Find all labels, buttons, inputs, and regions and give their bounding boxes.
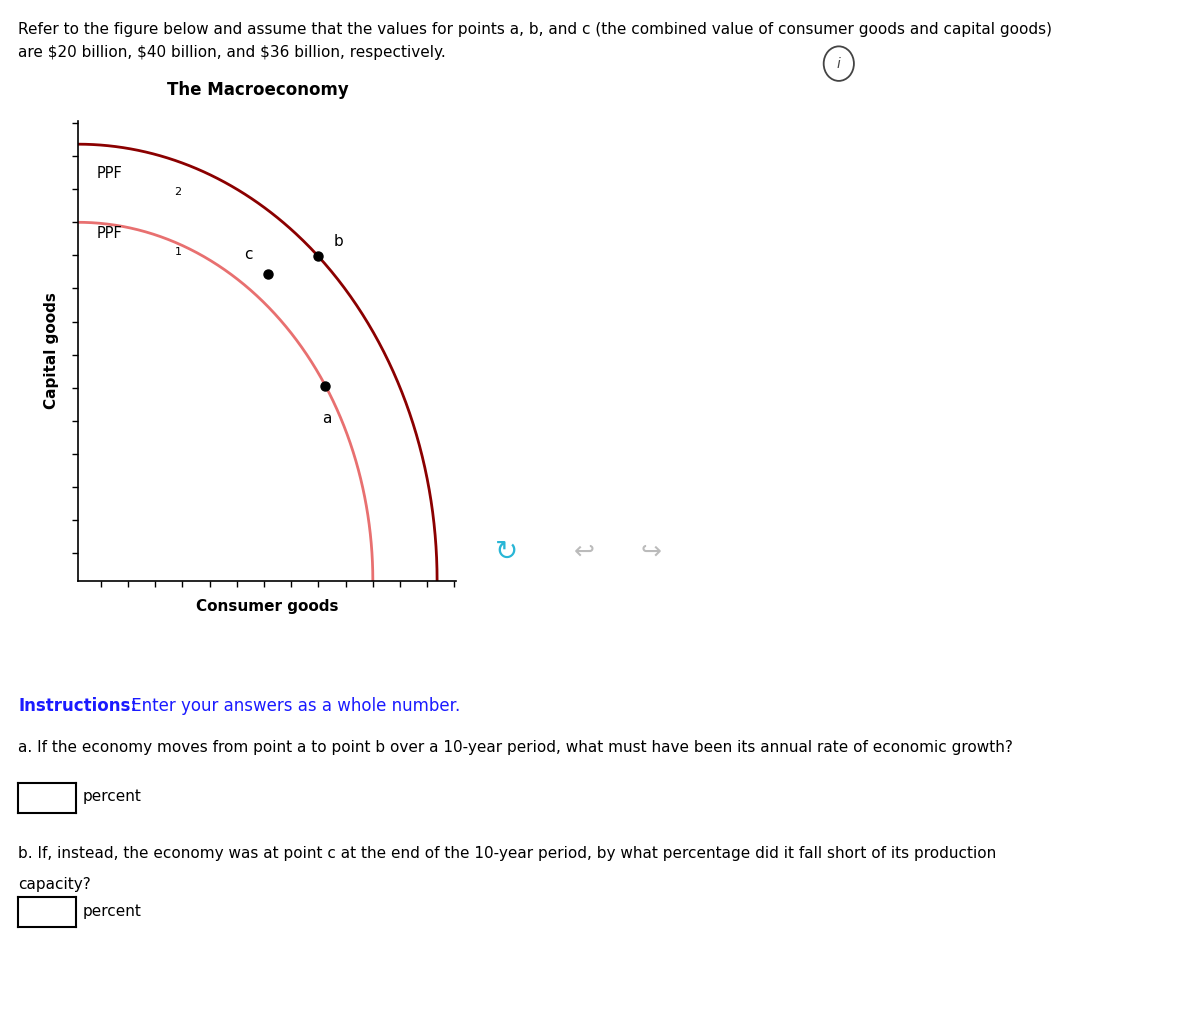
Text: ↪: ↪ [641, 539, 661, 564]
Text: Refer to the figure below and assume that the values for points a, b, and c (the: Refer to the figure below and assume tha… [18, 22, 1052, 37]
Text: i: i [836, 57, 841, 71]
Text: percent: percent [83, 790, 142, 804]
Text: ↩: ↩ [574, 539, 595, 564]
Text: ↻: ↻ [496, 537, 518, 566]
Text: c: c [245, 247, 253, 263]
Text: Enter your answers as a whole number.: Enter your answers as a whole number. [126, 697, 461, 715]
Text: Instructions:: Instructions: [18, 697, 137, 715]
Text: PPF: PPF [97, 166, 122, 181]
Text: b. If, instead, the economy was at point c at the end of the 10-year period, by : b. If, instead, the economy was at point… [18, 846, 996, 862]
Text: 1: 1 [174, 246, 181, 257]
Text: a: a [323, 411, 332, 426]
Y-axis label: Capital goods: Capital goods [44, 293, 59, 409]
Text: PPF: PPF [97, 225, 122, 240]
X-axis label: Consumer goods: Consumer goods [196, 600, 338, 614]
Text: The Macroeconomy: The Macroeconomy [167, 81, 349, 99]
Text: b: b [334, 234, 343, 249]
Text: percent: percent [83, 904, 142, 918]
Text: a. If the economy moves from point a to point b over a 10-year period, what must: a. If the economy moves from point a to … [18, 740, 1013, 755]
Text: 2: 2 [174, 187, 181, 197]
Text: capacity?: capacity? [18, 877, 91, 892]
Text: are $20 billion, $40 billion, and $36 billion, respectively.: are $20 billion, $40 billion, and $36 bi… [18, 45, 445, 61]
